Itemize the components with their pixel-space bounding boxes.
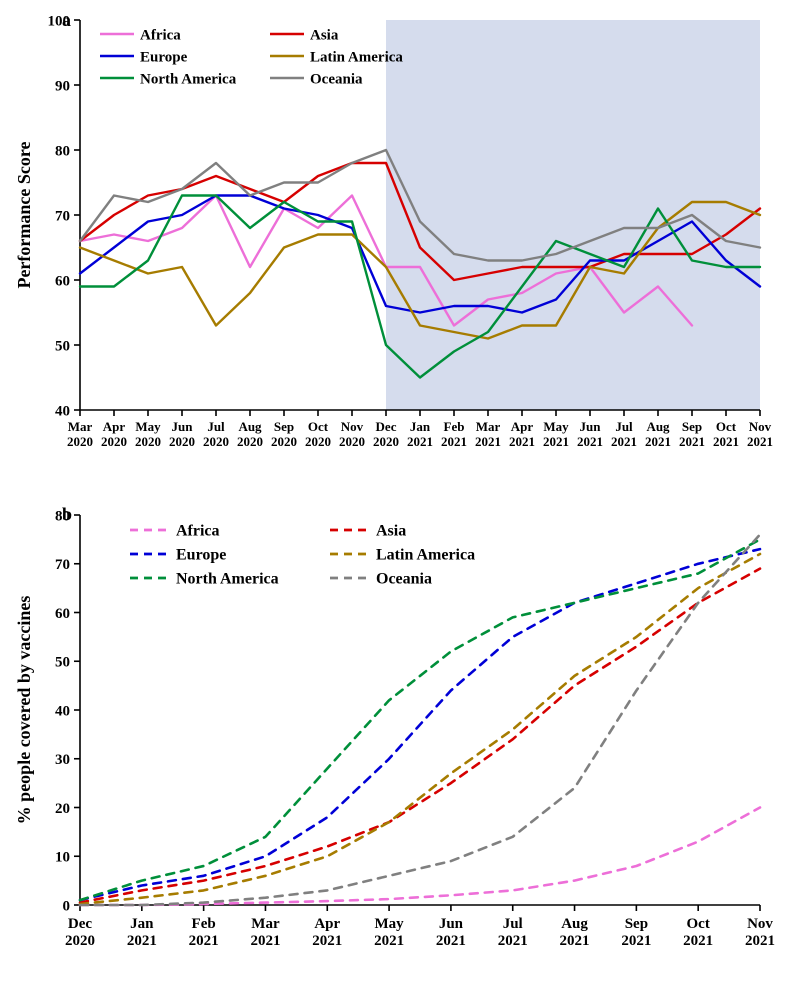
x-tick-label-month: Oct bbox=[716, 419, 737, 434]
x-tick-label-month: Apr bbox=[103, 419, 126, 434]
x-tick-label-year: 2021 bbox=[250, 933, 280, 949]
x-tick-label-year: 2021 bbox=[498, 933, 528, 949]
y-tick-label: 50 bbox=[55, 655, 70, 671]
x-tick-label-year: 2020 bbox=[65, 933, 95, 949]
x-tick-label-year: 2021 bbox=[127, 933, 157, 949]
x-tick-label-year: 2021 bbox=[407, 434, 433, 449]
x-tick-label-year: 2021 bbox=[374, 933, 404, 949]
shaded-region bbox=[386, 20, 760, 410]
y-tick-label: 50 bbox=[55, 338, 70, 354]
x-tick-label-month: Nov bbox=[749, 419, 772, 434]
x-tick-label-year: 2020 bbox=[135, 434, 161, 449]
x-tick-label-year: 2021 bbox=[645, 434, 671, 449]
legend-label: Asia bbox=[310, 27, 339, 43]
x-tick-label-year: 2020 bbox=[373, 434, 399, 449]
x-tick-label-year: 2021 bbox=[543, 434, 569, 449]
x-tick-label-year: 2021 bbox=[441, 434, 467, 449]
x-tick-label-month: Mar bbox=[476, 419, 501, 434]
legend-label: Oceania bbox=[310, 71, 363, 87]
x-tick-label-year: 2021 bbox=[747, 434, 773, 449]
legend-label: Africa bbox=[140, 27, 181, 43]
x-tick-label-month: Apr bbox=[511, 419, 534, 434]
legend-label: Asia bbox=[376, 523, 406, 540]
legend-label: Oceania bbox=[376, 571, 432, 588]
x-tick-label-year: 2021 bbox=[713, 434, 739, 449]
y-axis-label: % people covered by vaccines bbox=[14, 596, 34, 825]
x-tick-label-year: 2021 bbox=[683, 933, 713, 949]
y-tick-label: 30 bbox=[55, 752, 70, 768]
x-tick-label-month: Apr bbox=[314, 916, 340, 932]
y-tick-label: 40 bbox=[55, 703, 70, 719]
legend-label: Latin America bbox=[376, 547, 475, 564]
y-tick-label: 40 bbox=[55, 403, 70, 419]
legend-label: Latin America bbox=[310, 49, 403, 65]
x-tick-label-month: Nov bbox=[341, 419, 364, 434]
y-axis-label: Performance Score bbox=[14, 141, 34, 288]
legend-label: Europe bbox=[140, 49, 188, 65]
x-tick-label-year: 2020 bbox=[237, 434, 263, 449]
x-tick-label-month: Jul bbox=[615, 419, 633, 434]
x-tick-label-month: Nov bbox=[747, 916, 773, 932]
x-tick-label-month: Dec bbox=[376, 419, 397, 434]
y-tick-label: 70 bbox=[55, 557, 70, 573]
x-tick-label-month: Jan bbox=[410, 419, 431, 434]
x-tick-label-month: Aug bbox=[238, 419, 262, 434]
x-tick-label-month: May bbox=[375, 916, 405, 932]
x-tick-label-month: Jun bbox=[580, 419, 602, 434]
x-tick-label-month: Jun bbox=[172, 419, 194, 434]
x-tick-label-year: 2021 bbox=[679, 434, 705, 449]
x-tick-label-month: Dec bbox=[68, 916, 92, 932]
legend-label: North America bbox=[140, 71, 237, 87]
x-tick-label-month: Sep bbox=[274, 419, 294, 434]
x-tick-label-month: Sep bbox=[625, 916, 648, 932]
y-tick-label: 20 bbox=[55, 801, 70, 817]
x-tick-label-year: 2021 bbox=[312, 933, 342, 949]
x-tick-label-year: 2020 bbox=[169, 434, 195, 449]
legend-label: Europe bbox=[176, 547, 226, 564]
x-tick-label-year: 2020 bbox=[271, 434, 297, 449]
x-tick-label-year: 2021 bbox=[189, 933, 219, 949]
x-tick-label-year: 2020 bbox=[203, 434, 229, 449]
y-tick-label: 80 bbox=[55, 143, 70, 159]
x-tick-label-month: May bbox=[135, 419, 161, 434]
x-tick-label-year: 2021 bbox=[745, 933, 775, 949]
x-tick-label-year: 2020 bbox=[305, 434, 331, 449]
legend-label: North America bbox=[176, 571, 279, 588]
x-tick-label-month: Oct bbox=[687, 916, 710, 932]
x-tick-label-month: Aug bbox=[561, 916, 588, 932]
x-tick-label-month: Oct bbox=[308, 419, 329, 434]
x-tick-label-month: Aug bbox=[646, 419, 670, 434]
legend-label: Africa bbox=[176, 523, 220, 540]
x-tick-label-year: 2021 bbox=[611, 434, 637, 449]
x-tick-label-year: 2021 bbox=[475, 434, 501, 449]
x-tick-label-month: Jan bbox=[130, 916, 154, 932]
x-tick-label-month: Jul bbox=[503, 916, 523, 932]
x-tick-label-month: Jul bbox=[207, 419, 225, 434]
x-tick-label-year: 2020 bbox=[101, 434, 127, 449]
y-tick-label: 60 bbox=[55, 606, 70, 622]
y-tick-label: 10 bbox=[55, 850, 70, 866]
x-tick-label-year: 2021 bbox=[577, 434, 603, 449]
x-tick-label-year: 2021 bbox=[560, 933, 590, 949]
x-tick-label-month: Feb bbox=[192, 916, 216, 932]
figure-container: { "figure": { "width": 796, "height": 99… bbox=[0, 0, 796, 998]
x-tick-label-year: 2020 bbox=[339, 434, 365, 449]
x-tick-label-month: Mar bbox=[251, 916, 280, 932]
x-tick-label-month: Sep bbox=[682, 419, 702, 434]
x-tick-label-month: Jun bbox=[439, 916, 464, 932]
x-tick-label-year: 2021 bbox=[621, 933, 651, 949]
figure-svg: 405060708090100Mar2020Apr2020May2020Jun2… bbox=[0, 0, 796, 998]
panel-label: b bbox=[62, 504, 72, 524]
y-tick-label: 0 bbox=[63, 898, 71, 914]
x-tick-label-month: Mar bbox=[68, 419, 93, 434]
y-tick-label: 70 bbox=[55, 208, 70, 224]
panel-label: a bbox=[62, 10, 71, 30]
x-tick-label-year: 2020 bbox=[67, 434, 93, 449]
x-tick-label-month: Feb bbox=[444, 419, 465, 434]
x-tick-label-year: 2021 bbox=[436, 933, 466, 949]
y-tick-label: 60 bbox=[55, 273, 70, 289]
y-tick-label: 90 bbox=[55, 78, 70, 94]
x-tick-label-year: 2021 bbox=[509, 434, 535, 449]
x-tick-label-month: May bbox=[543, 419, 569, 434]
